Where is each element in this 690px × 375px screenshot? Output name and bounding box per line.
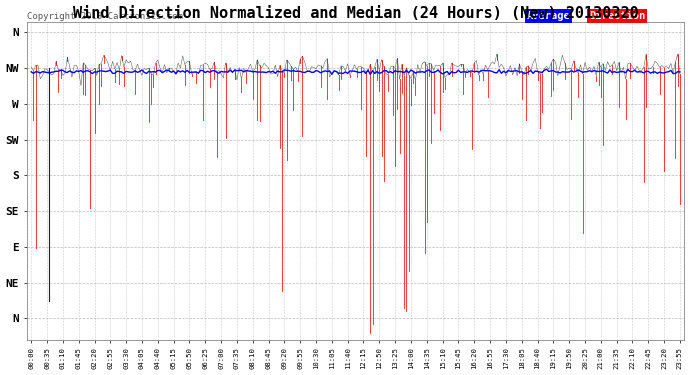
Text: Copyright 2013 Cartronics.com: Copyright 2013 Cartronics.com: [28, 12, 184, 21]
Title: Wind Direction Normalized and Median (24 Hours) (New) 20130320: Wind Direction Normalized and Median (24…: [72, 6, 638, 21]
Text: Direction: Direction: [589, 11, 645, 21]
Text: Average: Average: [526, 11, 571, 21]
